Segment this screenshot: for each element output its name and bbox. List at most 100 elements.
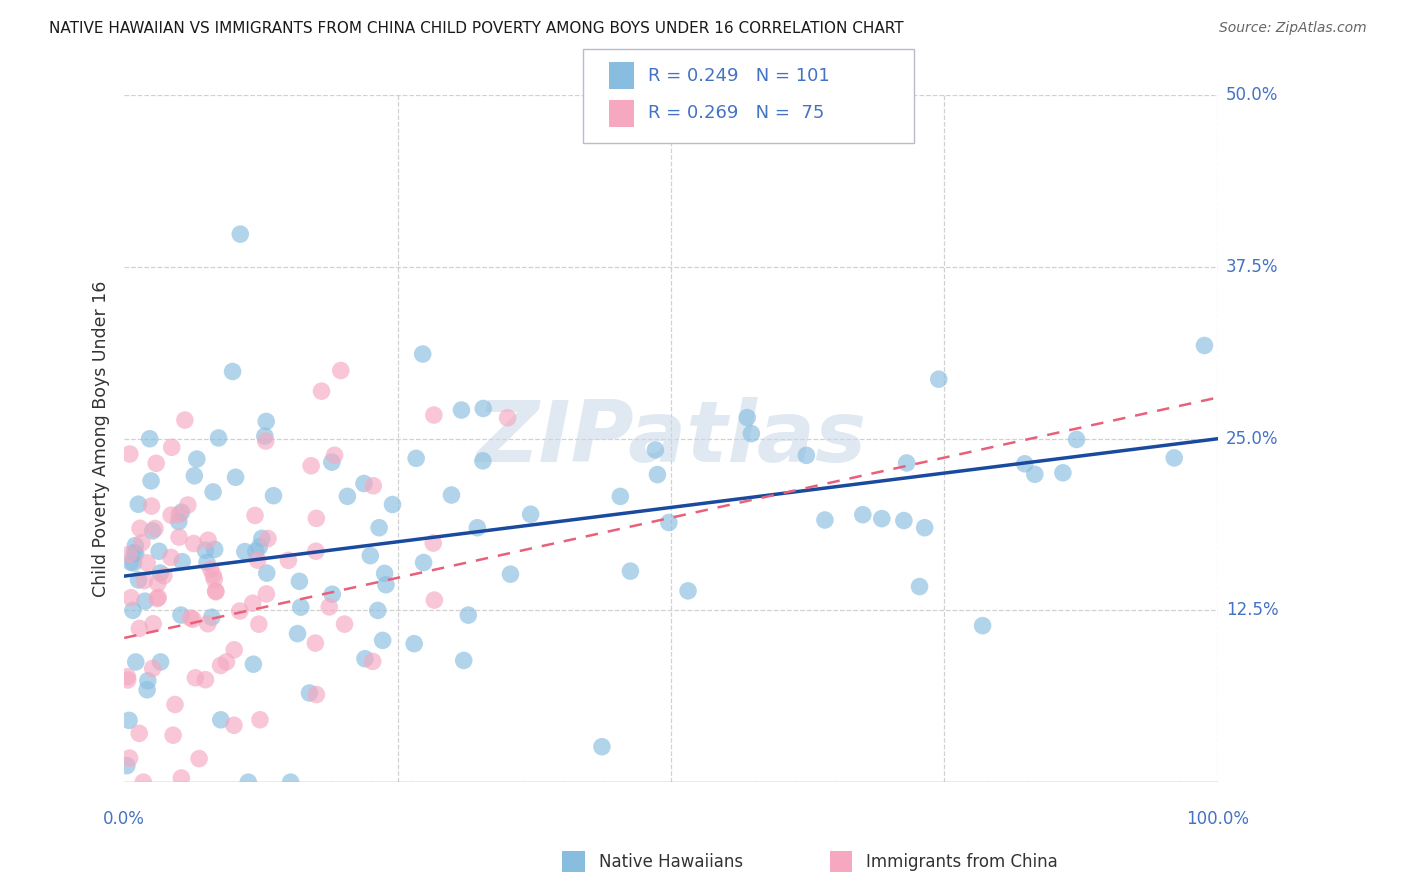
Point (143, 521, 166, 535)
Point (170, 771, 193, 785)
Point (1014, 457, 1036, 471)
Point (195, 555, 218, 569)
Point (139, 474, 162, 488)
Point (371, 633, 394, 648)
Point (194, 543, 217, 558)
Point (247, 617, 270, 632)
Point (243, 508, 266, 523)
Point (117, 673, 139, 687)
Point (215, 655, 238, 669)
Text: 0.0%: 0.0% (103, 810, 145, 828)
Point (201, 610, 224, 624)
Point (197, 533, 219, 548)
Point (852, 508, 875, 522)
Point (290, 600, 312, 615)
Point (118, 751, 141, 765)
Point (142, 524, 165, 538)
Text: 25.0%: 25.0% (1226, 430, 1278, 448)
Point (250, 532, 273, 546)
Point (149, 655, 172, 669)
Text: R = 0.269   N =  75: R = 0.269 N = 75 (648, 104, 824, 122)
Point (329, 363, 352, 377)
Point (896, 456, 918, 470)
Point (647, 467, 669, 482)
Point (359, 549, 381, 563)
Point (197, 616, 219, 631)
Point (246, 553, 269, 567)
Point (222, 718, 245, 732)
Point (321, 455, 343, 469)
Point (183, 468, 205, 483)
Point (422, 536, 444, 550)
Point (146, 576, 169, 591)
Point (238, 775, 260, 789)
Point (298, 686, 321, 700)
Point (172, 555, 194, 569)
Point (304, 636, 326, 650)
Point (160, 550, 183, 565)
Point (134, 574, 156, 588)
Point (288, 574, 311, 589)
Point (471, 454, 494, 468)
Text: 100.0%: 100.0% (1187, 810, 1249, 828)
Point (256, 566, 278, 580)
Point (908, 580, 931, 594)
Point (194, 673, 217, 687)
Point (122, 556, 145, 570)
Point (405, 451, 427, 466)
Point (336, 489, 359, 503)
Point (202, 572, 225, 586)
Point (186, 452, 208, 467)
Point (120, 555, 142, 569)
Point (205, 584, 228, 599)
Point (249, 540, 271, 554)
Point (368, 521, 391, 535)
Point (120, 591, 142, 605)
Point (735, 410, 758, 425)
Point (181, 612, 204, 626)
Point (1066, 433, 1088, 447)
Point (233, 544, 256, 558)
Point (128, 726, 150, 740)
Point (333, 617, 356, 632)
Text: 12.5%: 12.5% (1226, 601, 1278, 619)
Point (361, 654, 384, 668)
Point (1194, 338, 1216, 352)
Point (225, 470, 247, 484)
Point (117, 670, 139, 684)
Point (141, 499, 163, 513)
Point (928, 372, 950, 386)
Point (870, 511, 893, 525)
Point (796, 448, 818, 462)
Point (374, 578, 396, 592)
Point (173, 413, 195, 427)
Point (644, 442, 666, 457)
Text: 37.5%: 37.5% (1226, 258, 1278, 276)
Point (253, 429, 276, 443)
Point (257, 532, 280, 546)
Point (207, 431, 229, 445)
Point (124, 546, 146, 560)
Point (404, 637, 426, 651)
Point (287, 626, 309, 640)
Point (354, 651, 377, 665)
Point (519, 508, 541, 522)
Point (167, 515, 190, 529)
Point (163, 698, 186, 712)
Point (124, 539, 146, 553)
Point (1024, 467, 1046, 482)
Point (972, 618, 994, 632)
Point (893, 514, 915, 528)
Point (183, 536, 205, 550)
Point (118, 447, 141, 461)
Point (619, 564, 641, 578)
Point (465, 521, 488, 535)
Point (472, 401, 495, 416)
Point (170, 505, 193, 519)
Point (134, 594, 156, 608)
Point (200, 562, 222, 576)
Point (591, 739, 613, 754)
Point (1052, 466, 1074, 480)
Point (188, 751, 211, 765)
Point (658, 516, 681, 530)
